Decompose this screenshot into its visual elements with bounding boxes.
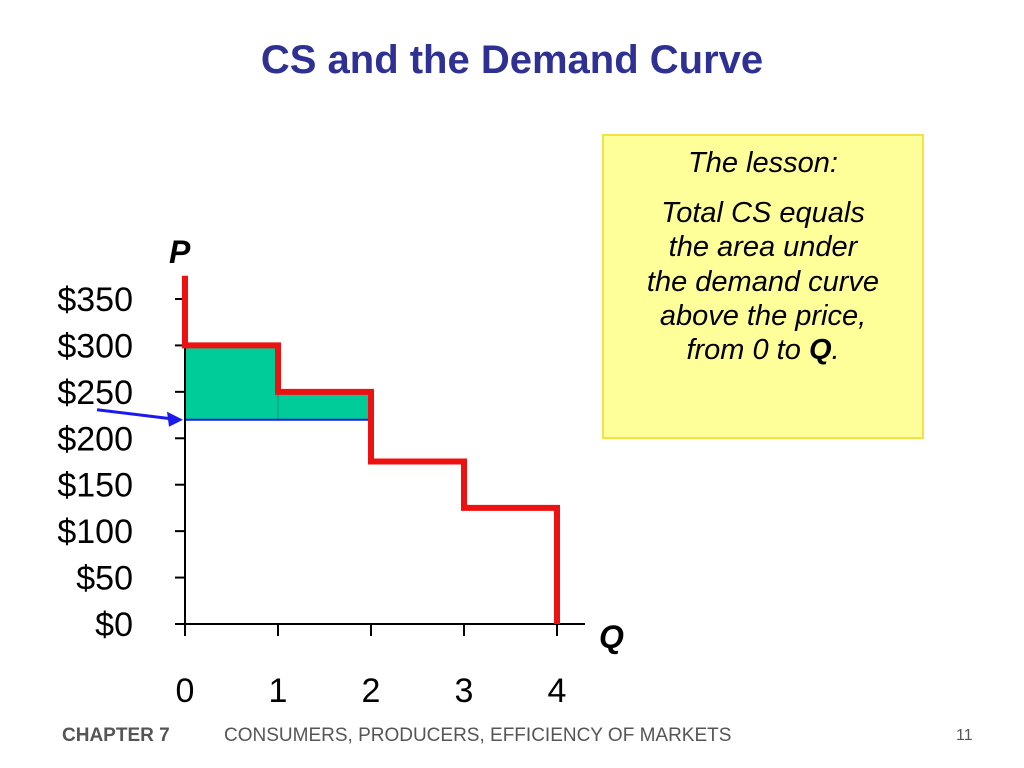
y-tick-label: $300 (57, 327, 133, 365)
x-tick-label: 2 (362, 672, 381, 710)
price-arrow-head (167, 411, 183, 427)
price-arrow-shaft (96, 408, 172, 421)
x-axis-name: Q (599, 619, 624, 655)
y-tick-label: $200 (57, 420, 133, 458)
x-tick-label: 1 (269, 672, 288, 710)
consumer-surplus-block-1 (184, 344, 279, 421)
lesson-box: The lesson: Total CS equals the area und… (602, 134, 924, 439)
lesson-body: Total CS equals the area under the deman… (604, 196, 922, 367)
footer-subject: CONSUMERS, PRODUCERS, EFFICIENCY OF MARK… (224, 725, 732, 746)
lesson-q: Q (808, 334, 832, 367)
x-tick-label: 4 (548, 672, 567, 710)
lesson-last-prefix: from 0 to (686, 334, 809, 367)
y-tick-label: $150 (57, 467, 133, 505)
y-tick-label: $50 (76, 560, 133, 598)
y-tick-label: $100 (57, 513, 133, 551)
x-tick-label: 0 (176, 672, 195, 710)
page-number: 11 (956, 727, 973, 744)
y-tick-label: $0 (95, 606, 133, 644)
y-axis-name: P (169, 234, 191, 270)
lesson-line: the area under (668, 231, 858, 264)
consumer-surplus-block-2 (277, 391, 372, 421)
lesson-line: Total CS equals (661, 197, 865, 230)
y-tick-label: $250 (57, 374, 133, 412)
slide-title: CS and the Demand Curve (260, 38, 764, 82)
x-tick-label: 3 (455, 672, 474, 710)
footer-chapter: CHAPTER 7 (62, 725, 170, 746)
lesson-last-line: from 0 to Q. (604, 333, 922, 367)
lesson-line: the demand curve (646, 265, 880, 298)
lesson-last-suffix: . (831, 334, 840, 367)
lesson-heading: The lesson: (688, 147, 838, 179)
lesson-line: above the price, (659, 299, 867, 332)
y-tick-label: $350 (57, 281, 133, 319)
demand-curve (182, 275, 560, 624)
